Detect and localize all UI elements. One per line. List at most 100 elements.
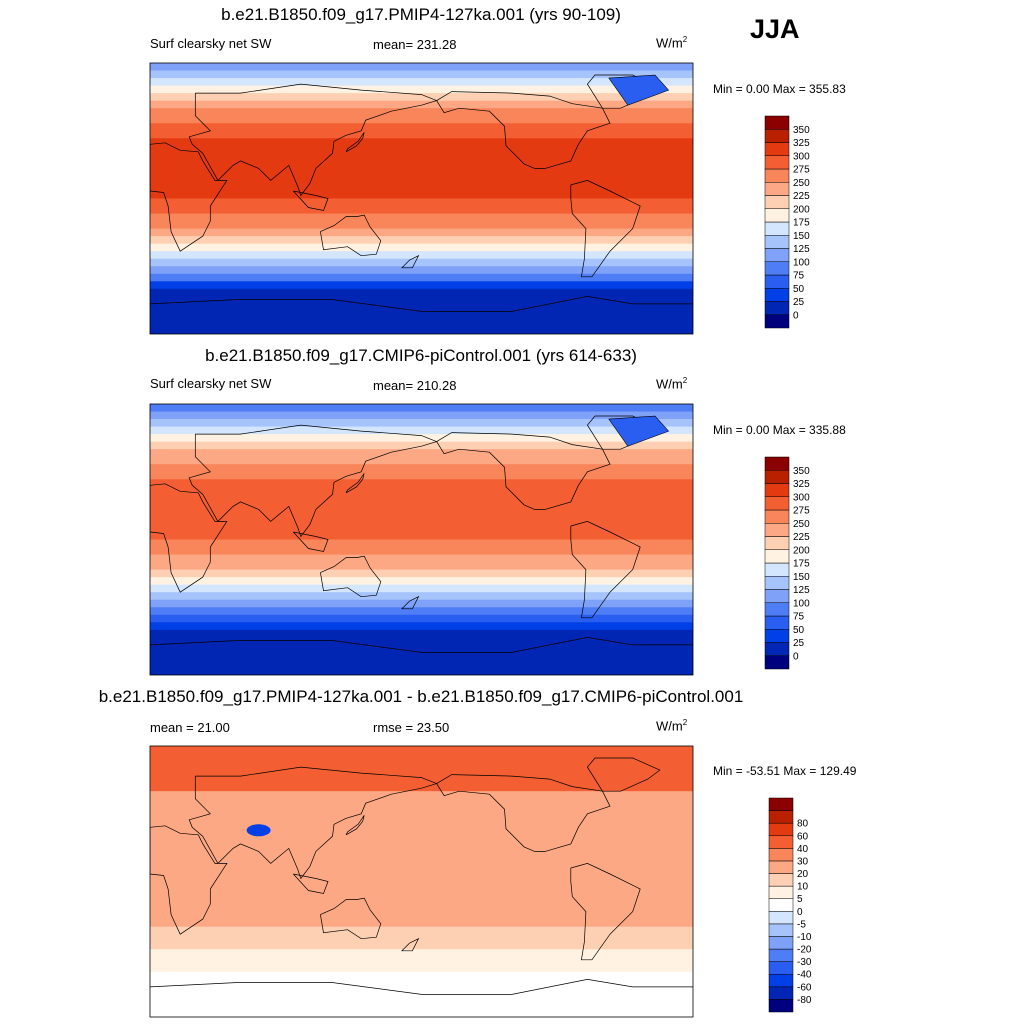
coastline: [188, 766, 438, 880]
map-band: [150, 206, 693, 215]
map-band: [150, 964, 693, 973]
coastline: [320, 897, 382, 940]
coastline: [436, 774, 611, 852]
map-band: [150, 108, 693, 117]
coastline: [345, 132, 365, 153]
colorbar-swatch: [764, 115, 790, 130]
colorbar-tick-label: 75: [793, 271, 805, 282]
colorbar-tick-label: 125: [793, 244, 810, 255]
colorbar-tick-label: 350: [793, 466, 810, 477]
coastline: [436, 432, 611, 510]
colorbar-tick-label: -80: [797, 995, 812, 1006]
colorbar-tick-label: 150: [793, 572, 810, 583]
coastline: [401, 595, 420, 610]
map-band: [150, 426, 693, 435]
colorbar-tick-label: 275: [793, 165, 810, 176]
colorbar-tick-label: 80: [797, 819, 809, 830]
colorbar-swatch: [768, 797, 794, 811]
map-band: [150, 266, 693, 275]
panel3-minmax-label: Min = -53.51 Max = 129.49: [713, 764, 857, 778]
map-band: [150, 288, 693, 297]
colorbar-swatch: [764, 314, 790, 329]
colorbar-tick-label: 0: [793, 651, 799, 662]
map-band: [150, 281, 693, 290]
colorbar-tick-label: 300: [793, 492, 810, 503]
colorbar-tick-label: 225: [793, 191, 810, 202]
colorbar-swatch: [764, 182, 790, 196]
coastline: [188, 424, 438, 538]
map-band: [150, 303, 693, 313]
map-band: [150, 1009, 693, 1017]
map-band: [150, 168, 693, 177]
map-band: [150, 584, 693, 593]
colorbar-swatch: [764, 248, 790, 262]
map-band: [150, 614, 693, 623]
coastline: [345, 473, 365, 494]
colorbar-tick-label: 5: [797, 894, 803, 905]
panel1-minmax-label: Min = 0.00 Max = 355.83: [713, 82, 846, 96]
colorbar-swatch: [764, 509, 790, 524]
map-band: [150, 404, 693, 413]
colorbar-tick-label: 0: [797, 907, 803, 918]
map-band: [150, 501, 693, 510]
colorbar-swatch: [764, 602, 790, 617]
colorbar-swatch: [764, 129, 790, 143]
coastline: [293, 531, 329, 552]
colorbar-swatch: [764, 562, 790, 577]
colorbar-tick-label: 125: [793, 585, 810, 596]
map-band: [150, 753, 693, 762]
map-band: [150, 607, 693, 616]
map-band: [150, 866, 693, 875]
colorbar-swatch: [768, 898, 794, 912]
colorbar-swatch: [764, 288, 790, 302]
map-band: [150, 659, 693, 669]
map-band: [150, 843, 693, 852]
map-band: [150, 441, 693, 450]
map-band: [150, 479, 693, 488]
colorbar-tick-label: 350: [793, 125, 810, 136]
colorbar-swatch: [764, 261, 790, 276]
colorbar-tick-label: 20: [797, 869, 809, 880]
colorbar-tick-label: -60: [797, 982, 812, 993]
coastline: [401, 254, 420, 269]
tibet-anomaly: [246, 824, 271, 837]
map-band: [150, 190, 693, 200]
colorbar-swatch: [764, 576, 790, 590]
map-band: [150, 311, 693, 320]
map-band: [150, 464, 693, 473]
map-band: [150, 881, 693, 890]
map-band: [150, 629, 693, 638]
map-band: [150, 419, 693, 428]
map-band: [150, 791, 693, 800]
colorbar-swatch: [768, 986, 794, 1000]
map-band: [150, 577, 693, 586]
colorbar-swatch: [764, 142, 790, 156]
colorbar-swatch: [768, 848, 794, 862]
map-band: [150, 516, 693, 526]
map-band: [150, 70, 693, 79]
map-band: [150, 153, 693, 162]
map-band: [150, 486, 693, 495]
colorbar-swatch: [768, 911, 794, 925]
map-band: [150, 1001, 693, 1011]
panel2-minmax-label: Min = 0.00 Max = 335.88: [713, 423, 846, 437]
colorbar-tick-label: 200: [793, 204, 810, 215]
map-band: [150, 637, 693, 646]
map-band: [150, 524, 693, 533]
colorbar-tick-label: 100: [793, 598, 810, 609]
coastline: [150, 637, 693, 653]
colorbar-tick-label: 10: [797, 882, 809, 893]
map-band: [150, 783, 693, 792]
panel2-unit-label: W/m2: [656, 376, 688, 392]
map-band: [150, 798, 693, 807]
coastline: [150, 142, 228, 252]
map-band: [150, 986, 693, 996]
map-band: [150, 251, 693, 260]
map-band: [150, 911, 693, 920]
panel1-mean-label: mean= 231.28: [373, 37, 457, 52]
map-band: [150, 828, 693, 837]
coastline: [150, 296, 693, 312]
map-band: [150, 456, 693, 465]
colorbar-swatch: [764, 456, 790, 471]
map-band: [150, 243, 693, 252]
